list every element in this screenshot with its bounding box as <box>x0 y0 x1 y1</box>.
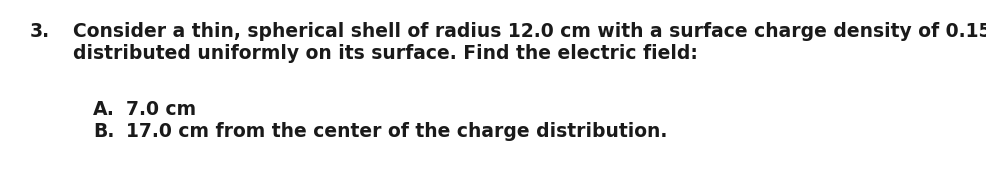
Text: A.: A. <box>93 100 115 119</box>
Text: 7.0 cm: 7.0 cm <box>113 100 196 119</box>
Text: Consider a thin, spherical shell of radius 12.0 cm with a surface charge density: Consider a thin, spherical shell of radi… <box>73 22 986 41</box>
Text: distributed uniformly on its surface. Find the electric field:: distributed uniformly on its surface. Fi… <box>73 44 698 63</box>
Text: B.: B. <box>93 122 114 141</box>
Text: 17.0 cm from the center of the charge distribution.: 17.0 cm from the center of the charge di… <box>113 122 668 141</box>
Text: 3.: 3. <box>30 22 50 41</box>
